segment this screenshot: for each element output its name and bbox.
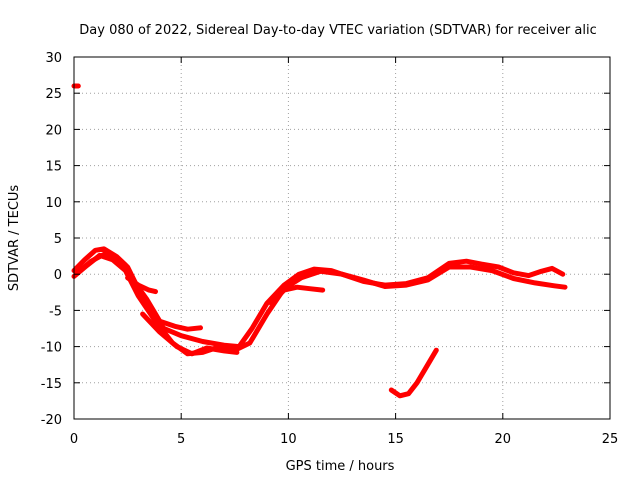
- x-tick-label: 25: [602, 432, 619, 447]
- x-axis-label: GPS time / hours: [286, 459, 395, 474]
- axis-ticks: 0 5 10 15 20 25 30 25 20 15 10 5 0 -5 -10 -15 -20: [41, 51, 619, 447]
- x-tick-label: 15: [387, 432, 404, 447]
- y-tick-label: 30: [45, 51, 62, 66]
- y-tick-label: 0: [54, 268, 62, 283]
- grid: [74, 57, 610, 419]
- x-tick-label: 20: [495, 432, 512, 447]
- y-tick-label: 25: [45, 87, 62, 102]
- x-tick-label: 10: [280, 432, 297, 447]
- x-tick-label: 5: [177, 432, 185, 447]
- chart-title: Day 080 of 2022, Sidereal Day-to-day VTE…: [79, 23, 596, 38]
- series-track-c: [75, 250, 203, 332]
- series-track-g: [388, 347, 439, 399]
- plot-series: [71, 83, 568, 399]
- y-tick-label: -15: [41, 377, 62, 392]
- y-tick-label: -10: [41, 341, 62, 356]
- series-track-f: [268, 284, 326, 306]
- y-tick-label: 15: [45, 160, 62, 175]
- y-tick-label: 20: [45, 123, 62, 138]
- series-track-e: [140, 311, 240, 357]
- y-axis-label: SDTVAR / TECUs: [7, 185, 22, 292]
- y-tick-label: -20: [41, 413, 62, 428]
- x-tick-label: 0: [70, 432, 78, 447]
- y-tick-label: -5: [49, 304, 62, 319]
- y-tick-label: 10: [45, 196, 62, 211]
- y-tick-label: 5: [54, 232, 62, 247]
- series-track-d: [125, 275, 158, 295]
